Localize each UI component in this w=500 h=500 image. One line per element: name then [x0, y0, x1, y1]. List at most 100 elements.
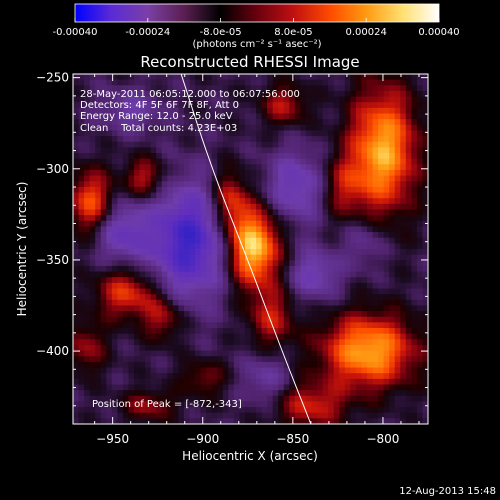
heatmap-cell [422, 322, 428, 329]
heatmap-cell [289, 407, 296, 414]
heatmap-cell [139, 90, 146, 98]
heatmap-cell [272, 288, 279, 295]
heatmap-cell [145, 175, 152, 182]
heatmap-cell [416, 169, 424, 177]
x-axis: −950 −900 −850 −800 [94, 74, 420, 446]
heatmap-cell [195, 232, 202, 239]
heatmap-cell [95, 407, 102, 414]
heatmap-cell [394, 124, 401, 132]
heatmap-cell [195, 74, 202, 81]
heatmap-cell [145, 90, 152, 98]
heatmap-cell [84, 74, 91, 81]
heatmap-cell [172, 412, 179, 419]
heatmap-cell [350, 102, 357, 109]
heatmap-cell [150, 153, 157, 160]
heatmap-cell [289, 378, 296, 386]
heatmap-cell [411, 412, 418, 419]
heatmap-cell [78, 232, 85, 239]
heatmap-cell [389, 305, 396, 312]
heatmap-cell [183, 79, 191, 86]
heatmap-cell [405, 203, 412, 211]
heatmap-cell [322, 373, 329, 380]
heatmap-cell [400, 418, 407, 424]
heatmap-cell [189, 209, 196, 216]
heatmap-cell [150, 102, 157, 109]
heatmap-cell [78, 328, 85, 335]
heatmap-cell [389, 395, 396, 403]
heatmap-cell [73, 265, 80, 273]
heatmap-cell [139, 311, 146, 318]
heatmap-cell [117, 215, 124, 222]
heatmap-cell [283, 305, 290, 312]
heatmap-cell [228, 395, 235, 403]
heatmap-cell [339, 232, 346, 239]
heatmap-cell [128, 390, 135, 397]
heatmap-cell [111, 136, 118, 143]
heatmap-cell [128, 96, 135, 103]
heatmap-cell [172, 299, 179, 307]
heatmap-cell [272, 367, 279, 374]
heatmap-cell [206, 215, 213, 222]
heatmap-cell [206, 102, 213, 109]
heatmap-cell [172, 130, 179, 137]
heatmap-cell [145, 74, 152, 81]
heatmap-cell [211, 322, 218, 329]
heatmap-cell [195, 288, 202, 295]
heatmap-cell [267, 181, 274, 188]
heatmap-cell [167, 96, 174, 103]
heatmap-cell [267, 175, 274, 182]
heatmap-cell [383, 344, 390, 352]
heatmap-cell [383, 361, 390, 369]
heatmap-cell [89, 136, 96, 143]
heatmap-cell [267, 226, 274, 233]
heatmap-cell [128, 203, 135, 211]
heatmap-cell [95, 147, 102, 154]
heatmap-cell [422, 130, 428, 137]
heatmap-cell [250, 147, 257, 154]
heatmap-cell [317, 220, 324, 228]
heatmap-cell [172, 192, 179, 199]
heatmap-cell [355, 102, 363, 109]
heatmap-cell [383, 158, 390, 165]
heatmap-cell [305, 124, 313, 132]
heatmap-cell [400, 356, 407, 363]
heatmap-cell [355, 294, 363, 301]
heatmap-cell [122, 124, 130, 132]
heatmap-cell [167, 107, 174, 115]
heatmap-cell [283, 378, 290, 386]
heatmap-cell [378, 113, 385, 120]
heatmap-cell [344, 74, 351, 81]
heatmap-cell [317, 344, 324, 352]
heatmap-cell [289, 79, 296, 86]
heatmap-cell [134, 232, 141, 239]
heatmap-cell [394, 90, 401, 98]
heatmap-cell [122, 328, 130, 335]
heatmap-cell [233, 395, 241, 403]
heatmap-cell [73, 164, 80, 171]
heatmap-cell [211, 215, 218, 222]
heatmap-cell [78, 226, 85, 233]
heatmap-cell [411, 74, 418, 81]
heatmap-cell [333, 390, 340, 397]
heatmap-cell [200, 74, 207, 81]
heatmap-cell [183, 203, 191, 211]
heatmap-cell [300, 395, 307, 403]
heatmap-cell [239, 74, 246, 81]
colorbar-tick-label: -0.00040 [53, 27, 98, 38]
heatmap-cell [267, 407, 274, 414]
heatmap-cell [84, 90, 91, 98]
heatmap-cell [111, 412, 118, 419]
heatmap-cell [278, 401, 285, 408]
heatmap-cell [145, 215, 152, 222]
heatmap-cell [372, 395, 379, 403]
heatmap-cell [283, 260, 290, 267]
heatmap-cell [89, 175, 96, 182]
heatmap-cell [167, 367, 174, 374]
heatmap-cell [117, 249, 124, 256]
heatmap-cell [128, 294, 135, 301]
heatmap-cell [322, 378, 329, 386]
heatmap-cell [73, 384, 80, 391]
heatmap-cell [178, 215, 185, 222]
heatmap-cell [111, 339, 118, 346]
heatmap-cell [233, 356, 241, 363]
